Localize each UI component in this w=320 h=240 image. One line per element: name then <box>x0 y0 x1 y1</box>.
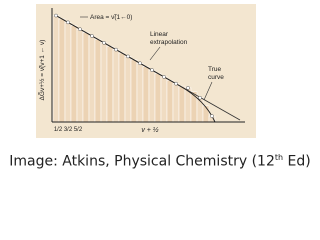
bar <box>172 83 180 123</box>
bar <box>112 49 120 123</box>
point <box>54 13 58 18</box>
bar <box>124 56 132 123</box>
bar <box>190 91 198 123</box>
point <box>162 75 166 79</box>
caption-text: Image: Atkins, Physical Chemistry (12 <box>9 153 275 170</box>
bar <box>154 73 162 123</box>
points <box>54 13 214 118</box>
point <box>150 68 154 72</box>
slide: ΔG̃v+½ = ν̃(v+1 ← v) v + ½ 1/2 3/2 5/2 A… <box>0 4 320 170</box>
point <box>138 61 142 66</box>
caption-sup: th <box>274 153 284 162</box>
bar <box>64 22 72 123</box>
point <box>114 47 118 52</box>
bar <box>166 80 174 123</box>
bar <box>160 76 168 123</box>
point <box>90 34 94 38</box>
x-tick: 5/2 <box>74 127 83 133</box>
point <box>66 20 70 25</box>
y-label: ΔG̃v+½ = ν̃(v+1 ← v) <box>38 40 46 101</box>
bar <box>178 85 186 123</box>
point <box>126 54 130 59</box>
point <box>210 114 214 118</box>
leader <box>203 81 213 101</box>
point <box>102 40 106 45</box>
curve-label: curve <box>208 74 224 81</box>
bar <box>82 32 90 123</box>
bar <box>88 35 96 123</box>
bar <box>94 39 102 123</box>
linear-label: extrapolation <box>150 39 188 46</box>
x-tick: 1/2 <box>54 127 63 133</box>
x-label: v + ½ <box>141 126 158 134</box>
point <box>186 86 190 90</box>
x-tick: 3/2 <box>64 127 73 133</box>
bar <box>52 15 60 123</box>
bar <box>118 52 126 123</box>
bar <box>106 45 114 123</box>
point <box>174 81 178 86</box>
bar <box>76 28 84 123</box>
bar <box>142 66 150 123</box>
bar <box>136 62 144 123</box>
bar <box>70 25 78 123</box>
curve-label: True <box>208 66 222 73</box>
leader <box>149 46 161 61</box>
area-label: Area = ν̃(1←0) <box>90 14 132 21</box>
bar <box>130 59 138 123</box>
caption-end: Ed) <box>283 153 311 170</box>
point <box>78 27 82 32</box>
bar <box>58 18 66 123</box>
bar <box>202 105 210 123</box>
bar <box>148 69 156 123</box>
caption: Image: Atkins, Physical Chemistry (12th … <box>0 153 320 170</box>
point <box>198 95 202 100</box>
linear-label: Linear <box>150 31 169 38</box>
figure: ΔG̃v+½ = ν̃(v+1 ← v) v + ½ 1/2 3/2 5/2 A… <box>36 4 256 138</box>
bar <box>100 42 108 123</box>
